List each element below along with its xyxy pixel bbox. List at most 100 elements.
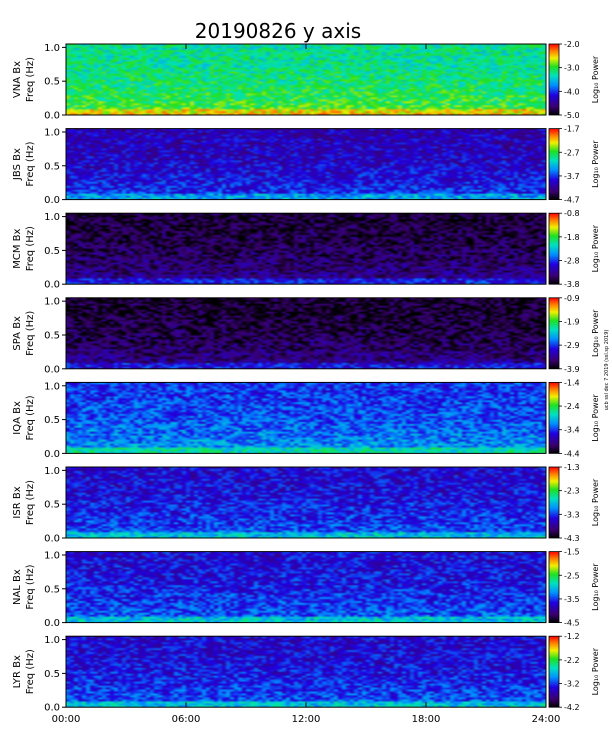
colorbar-tick-label: -1.3: [564, 463, 580, 472]
colorbar-tick-label: -2.5: [564, 571, 580, 580]
y-tick-label: 1.0: [44, 43, 60, 54]
colorbar-label: Log₁₀ Power: [591, 55, 600, 103]
colorbar-tick-label: -2.3: [564, 487, 580, 496]
y-tick-label: 0.5: [44, 161, 60, 172]
colorbar-tick-label: -1.9: [564, 317, 580, 326]
colorbar-tick-label: -0.8: [564, 209, 580, 218]
colorbar-tick-label: -2.9: [564, 341, 580, 350]
colorbar-tick-label: -3.5: [564, 595, 580, 604]
y-tick-label: 0.5: [44, 415, 60, 426]
colorbar-label: Log₁₀ Power: [591, 563, 600, 611]
y-tick-label: 0.0: [44, 703, 60, 714]
y-tick-label: 1.0: [44, 466, 60, 477]
colorbar-tick-label: -4.5: [564, 619, 580, 628]
y-tick-label: 0.0: [44, 111, 60, 122]
colorbar-tick-label: -2.7: [564, 148, 580, 157]
y-tick-label: 1.0: [44, 212, 60, 223]
colorbar-tick-label: -1.8: [564, 233, 580, 242]
colorbar: [548, 466, 560, 539]
y-tick-label: 1.0: [44, 381, 60, 392]
x-tick-label: 24:00: [532, 714, 561, 725]
y-tick-label: 1.0: [44, 550, 60, 561]
y-axis-unit: Freq (Hz): [25, 311, 36, 356]
y-tick-label: 0.0: [44, 449, 60, 460]
chart-title: 20190826 y axis: [195, 19, 361, 43]
colorbar-tick-label: -2.4: [564, 402, 580, 411]
spectrogram-image: [66, 44, 546, 115]
panel-frame: [65, 212, 547, 285]
y-axis-unit: Freq (Hz): [25, 141, 36, 186]
y-axis-label: JBS Bx: [12, 148, 23, 181]
y-tick-label: 1.0: [44, 297, 60, 308]
y-axis-unit: Freq (Hz): [25, 649, 36, 694]
panel-iqa: 0.0 0.5 1.0 IQA Bx Freq (Hz) -1.4 -2.4 -3.4 -4.4…: [12, 378, 600, 460]
colorbar-tick-label: -0.9: [564, 294, 580, 303]
colorbar-label: Log₁₀ Power: [591, 647, 600, 695]
colorbar-tick-label: -5.0: [564, 111, 580, 120]
colorbar-tick-label: -4.0: [564, 87, 580, 96]
colorbar-tick-label: -2.0: [564, 40, 580, 49]
colorbar-tick-label: -3.9: [564, 365, 580, 374]
panel-lyr: 0.0 0.5 1.0 LYR Bx Freq (Hz) -1.2 -2.2 -3.2 -4.2…: [12, 632, 600, 714]
colorbar-tick-label: -1.2: [564, 632, 580, 641]
colorbar-tick-label: -1.4: [564, 378, 580, 387]
x-tick-label: 18:00: [412, 714, 441, 725]
spectrogram-image: [66, 213, 546, 285]
panel-frame: [65, 466, 547, 539]
y-tick-label: 0.5: [44, 500, 60, 511]
y-tick-label: 0.5: [44, 77, 60, 88]
panel-frame: [65, 381, 547, 454]
y-tick-label: 0.5: [44, 669, 60, 680]
panel-nal: 0.0 0.5 1.0 NAL Bx Freq (Hz) -1.5 -2.5 -3.5 -4.5…: [12, 548, 600, 630]
spectrogram-image: [66, 636, 546, 708]
y-tick-label: 0.5: [44, 330, 60, 341]
y-tick-label: 0.0: [44, 534, 60, 545]
y-axis-label: ISR Bx: [12, 486, 23, 518]
spectrogram-image: [66, 128, 546, 200]
spectrogram-image: [66, 297, 546, 369]
panel-mcm: 0.0 0.5 1.0 MCM Bx Freq (Hz) -0.8 -1.8 -2.8 -3.8…: [12, 209, 600, 291]
colorbar-tick-label: -3.4: [564, 426, 580, 435]
panel-frame: [65, 128, 547, 201]
y-axis-unit: Freq (Hz): [25, 564, 36, 609]
panel-frame: [65, 297, 547, 370]
colorbar-label: Log₁₀ Power: [591, 393, 600, 441]
y-axis-label: SPA Bx: [12, 316, 23, 351]
panel-frame: [65, 551, 547, 624]
y-tick-label: 0.5: [44, 246, 60, 257]
colorbar-tick-label: -4.4: [564, 449, 580, 458]
colorbar-label: Log₁₀ Power: [591, 309, 600, 357]
colorbar: [548, 635, 560, 708]
panel-vna: 0.0 0.5 1.0 VNA Bx Freq (Hz) -2.0 -3.0 -4.0 -5.0…: [12, 40, 600, 122]
x-tick-label: 00:00: [52, 714, 81, 725]
y-tick-label: 0.0: [44, 280, 60, 291]
colorbar-tick-label: -3.2: [564, 680, 580, 689]
colorbar-tick-label: -1.5: [564, 548, 580, 557]
panel-spa: 0.0 0.5 1.0 SPA Bx Freq (Hz) -0.9 -1.9 -2.9 -3.9…: [12, 294, 600, 376]
spectrogram-image: [66, 551, 546, 623]
x-tick-label: 06:00: [172, 714, 201, 725]
y-axis-label: MCM Bx: [12, 229, 23, 269]
colorbar-label: Log₁₀ Power: [591, 140, 600, 188]
colorbar-tick-label: -2.2: [564, 656, 580, 665]
y-axis-unit: Freq (Hz): [25, 395, 36, 440]
y-axis-label: NAL Bx: [12, 569, 23, 605]
colorbar: [548, 297, 560, 370]
colorbar-label: Log₁₀ Power: [591, 478, 600, 526]
side-note: ucb ssl dec 7 2019 (ssl.sp 2019): [604, 330, 610, 411]
y-tick-label: 1.0: [44, 127, 60, 138]
y-tick-label: 1.0: [44, 635, 60, 646]
colorbar-tick-label: -3.7: [564, 172, 580, 181]
y-tick-label: 0.0: [44, 364, 60, 375]
spectrogram-image: [66, 382, 546, 454]
y-axis-label: LYR Bx: [12, 655, 23, 688]
colorbar-tick-label: -3.3: [564, 510, 580, 519]
colorbar-tick-label: -3.8: [564, 280, 580, 289]
y-axis-unit: Freq (Hz): [25, 226, 36, 271]
colorbar-tick-label: -3.0: [564, 64, 580, 73]
y-tick-label: 0.5: [44, 584, 60, 595]
colorbar-tick-label: -4.2: [564, 703, 580, 712]
colorbar-tick-label: -2.8: [564, 257, 580, 266]
